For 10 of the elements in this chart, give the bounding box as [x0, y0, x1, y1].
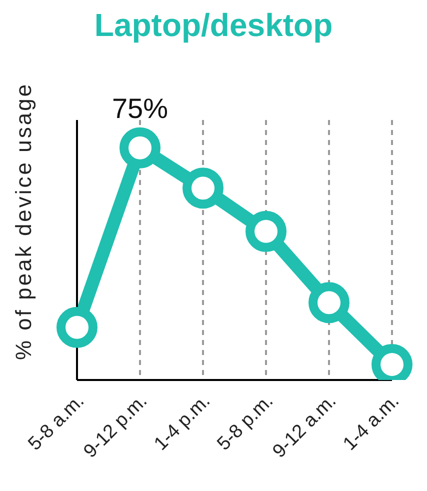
point — [246, 210, 286, 252]
point — [120, 127, 160, 168]
chart-title: Laptop/desktop — [93, 6, 334, 45]
point — [56, 306, 98, 348]
point — [308, 282, 350, 324]
x-tick-label: 1-4 a.m. — [339, 390, 404, 455]
x-tick-label: 1-4 p.m. — [150, 390, 215, 455]
data-label: 75% — [112, 92, 168, 124]
point — [182, 168, 224, 209]
y-axis-title: % of peak device usage — [10, 82, 36, 360]
